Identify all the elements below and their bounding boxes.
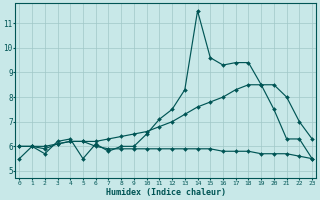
X-axis label: Humidex (Indice chaleur): Humidex (Indice chaleur) xyxy=(106,188,226,197)
